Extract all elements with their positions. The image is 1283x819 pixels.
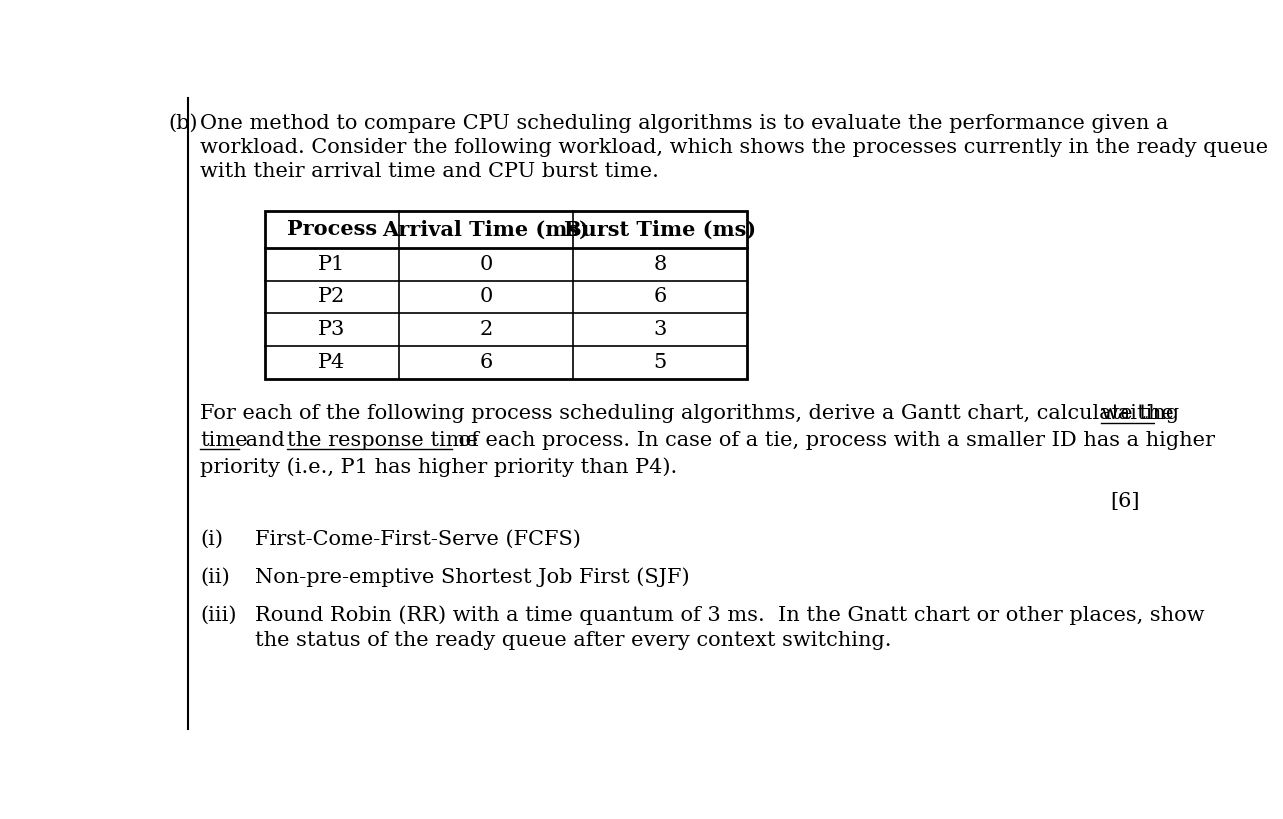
Text: Burst Time (ms): Burst Time (ms) — [565, 219, 756, 239]
Text: Round Robin (RR) with a time quantum of 3 ms.  In the Gnatt chart or other place: Round Robin (RR) with a time quantum of … — [255, 605, 1205, 625]
Text: 8: 8 — [653, 255, 667, 274]
Text: P2: P2 — [318, 287, 345, 306]
Text: Non-pre-emptive Shortest Job First (SJF): Non-pre-emptive Shortest Job First (SJF) — [255, 568, 689, 587]
Text: P4: P4 — [318, 353, 345, 372]
Text: P1: P1 — [318, 255, 345, 274]
Text: waiting: waiting — [1101, 404, 1180, 423]
Text: the status of the ready queue after every context switching.: the status of the ready queue after ever… — [255, 631, 892, 649]
Text: [6]: [6] — [1110, 491, 1139, 511]
Text: One method to compare CPU scheduling algorithms is to evaluate the performance g: One method to compare CPU scheduling alg… — [200, 114, 1169, 133]
Text: P3: P3 — [318, 320, 345, 339]
Text: the response time: the response time — [287, 431, 479, 450]
Text: (iii): (iii) — [200, 605, 236, 624]
Text: 6: 6 — [480, 353, 493, 372]
Text: workload. Consider the following workload, which shows the processes currently i: workload. Consider the following workloa… — [200, 138, 1269, 157]
Text: (ii): (ii) — [200, 568, 230, 586]
Text: priority (i.e., P1 has higher priority than P4).: priority (i.e., P1 has higher priority t… — [200, 457, 677, 477]
Text: (b): (b) — [168, 114, 198, 133]
Text: 5: 5 — [653, 353, 667, 372]
Text: First-Come-First-Serve (FCFS): First-Come-First-Serve (FCFS) — [255, 530, 581, 549]
Text: 2: 2 — [480, 320, 493, 339]
Text: 0: 0 — [480, 287, 493, 306]
Text: of each process. In case of a tie, process with a smaller ID has a higher: of each process. In case of a tie, proce… — [452, 431, 1215, 450]
Text: 3: 3 — [653, 320, 667, 339]
Text: 6: 6 — [653, 287, 667, 306]
Text: For each of the following process scheduling algorithms, derive a Gantt chart, c: For each of the following process schedu… — [200, 404, 1180, 423]
Text: time: time — [200, 431, 248, 450]
Text: (i): (i) — [200, 530, 223, 549]
Text: with their arrival time and CPU burst time.: with their arrival time and CPU burst ti… — [200, 162, 659, 181]
Text: 0: 0 — [480, 255, 493, 274]
Text: Arrival Time (ms): Arrival Time (ms) — [382, 219, 589, 239]
Bar — [264, 211, 747, 379]
Text: Process: Process — [287, 219, 377, 239]
Text: and: and — [239, 431, 291, 450]
